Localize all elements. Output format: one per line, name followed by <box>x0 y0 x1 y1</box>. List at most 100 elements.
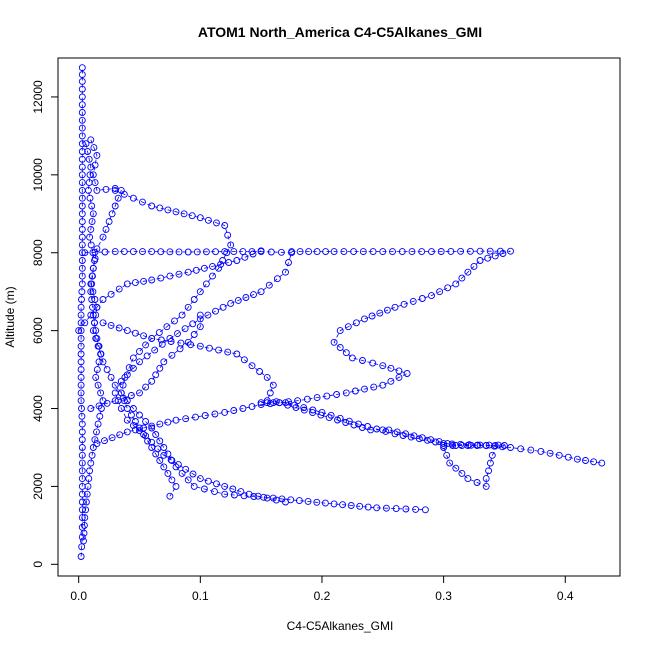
data-point <box>379 362 387 370</box>
x-tick-label: 0.2 <box>314 589 331 603</box>
data-point <box>78 132 86 140</box>
data-point <box>473 442 481 449</box>
data-point <box>190 482 198 490</box>
data-point <box>196 475 204 483</box>
data-point <box>350 421 358 429</box>
data-point <box>292 404 300 412</box>
data-point <box>93 440 101 448</box>
data-point <box>107 321 115 329</box>
data-point <box>166 248 174 256</box>
data-point <box>111 381 119 389</box>
data-point <box>80 537 87 545</box>
x-tick-label: 0.4 <box>557 589 574 603</box>
data-point <box>81 514 89 522</box>
data-point <box>80 521 88 529</box>
data-point <box>590 458 598 466</box>
data-point <box>403 370 411 377</box>
data-point <box>78 155 86 163</box>
data-point <box>392 505 400 513</box>
data-point <box>230 248 238 256</box>
data-point <box>224 231 232 239</box>
data-point <box>82 506 90 514</box>
data-point <box>148 276 156 284</box>
data-point <box>89 288 97 296</box>
data-point <box>164 206 172 214</box>
data-point <box>78 459 86 467</box>
x-axis-label: C4-C5Alkanes_GMI <box>287 619 394 633</box>
data-point <box>156 420 164 428</box>
data-point <box>358 424 366 431</box>
data-point <box>116 431 124 439</box>
data-point <box>167 338 175 345</box>
data-point <box>87 225 95 233</box>
data-point <box>84 186 92 194</box>
data-point <box>303 395 311 403</box>
data-point <box>77 366 85 374</box>
data-point <box>427 436 435 444</box>
data-point <box>91 296 99 303</box>
data-point <box>209 262 216 270</box>
data-point <box>385 426 393 434</box>
data-point <box>476 257 484 264</box>
data-point <box>317 411 325 419</box>
data-point <box>219 257 227 264</box>
data-point <box>148 202 156 210</box>
data-point <box>111 397 119 405</box>
data-point <box>193 248 201 256</box>
data-point <box>172 208 180 216</box>
data-point <box>458 274 466 282</box>
data-point <box>148 334 156 342</box>
data-point <box>85 155 93 163</box>
data-point <box>82 498 90 506</box>
data-point <box>140 277 148 285</box>
data-point <box>92 327 100 335</box>
data-point <box>313 498 321 506</box>
data-point <box>85 475 93 483</box>
data-point <box>77 319 85 327</box>
data-point <box>156 437 164 445</box>
data-point <box>368 312 376 320</box>
data-point <box>428 292 435 300</box>
data-point <box>356 502 364 510</box>
data-point <box>305 248 313 256</box>
data-point <box>393 428 401 436</box>
data-point <box>249 250 257 258</box>
data-point <box>164 418 172 426</box>
data-point <box>184 338 192 346</box>
data-point <box>78 101 86 109</box>
series-line <box>84 251 293 503</box>
data-point <box>166 272 174 280</box>
data-point <box>446 459 454 467</box>
data-point <box>188 212 196 220</box>
y-tick-label: 4000 <box>31 395 45 422</box>
data-point <box>127 392 135 399</box>
data-point <box>136 347 143 355</box>
data-point <box>440 442 448 449</box>
data-point <box>204 477 212 485</box>
data-point <box>242 294 250 301</box>
data-point <box>101 248 109 256</box>
data-point <box>140 431 148 438</box>
data-point <box>537 447 545 455</box>
data-point <box>81 319 89 327</box>
data-point <box>140 424 148 432</box>
data-point <box>517 445 525 453</box>
data-point <box>78 210 86 218</box>
data-point <box>78 148 86 155</box>
data-point <box>78 514 86 522</box>
data-point <box>131 426 139 434</box>
data-point <box>174 330 181 338</box>
data-point <box>212 307 219 315</box>
data-point <box>300 404 308 412</box>
data-point <box>370 383 378 391</box>
data-point <box>408 248 416 256</box>
data-point <box>192 266 200 274</box>
data-point <box>158 340 166 348</box>
data-point <box>367 426 375 434</box>
data-point <box>373 504 381 512</box>
data-point <box>212 248 219 256</box>
series-line <box>102 322 602 464</box>
data-point <box>330 338 338 346</box>
